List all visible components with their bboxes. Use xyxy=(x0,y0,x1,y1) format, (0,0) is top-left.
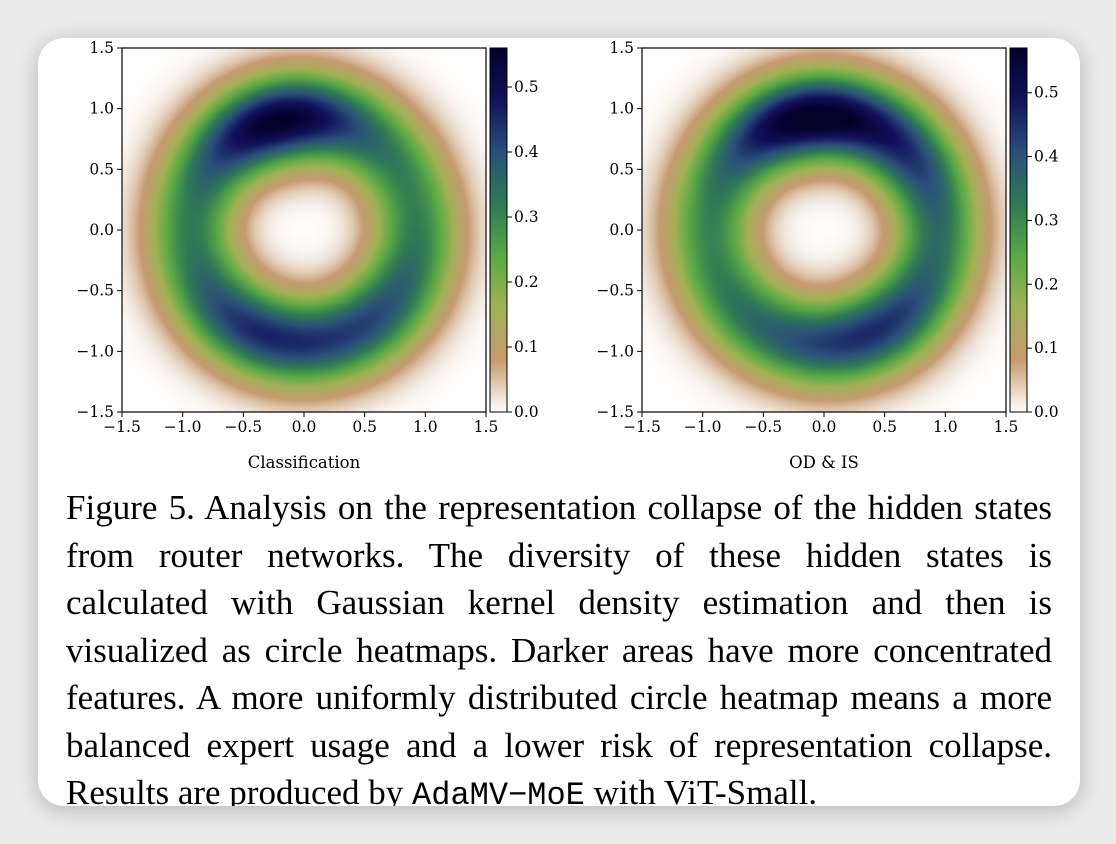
colorbar-tick-label: 0.1 xyxy=(1034,339,1058,357)
colorbar-tick-label: 0.4 xyxy=(514,143,538,161)
x-tick-label: −1.0 xyxy=(684,418,722,436)
y-tick-label: −1.0 xyxy=(596,342,634,360)
y-tick-label: 1.5 xyxy=(609,39,634,57)
x-tick-label: 0.0 xyxy=(812,418,837,436)
y-tick-label: 0.0 xyxy=(89,221,114,239)
y-tick-label: 1.0 xyxy=(89,100,114,118)
heatmap-classification: −1.5 −1.0 −0.5 0.0 0.5 1.0 1.5 −1.5 −1.0 −0.5 0.0 0… xyxy=(76,39,538,472)
y-tick-label: 0.5 xyxy=(609,160,634,178)
x-tick-label: 0.0 xyxy=(292,418,317,436)
x-tick-label: −1.5 xyxy=(103,418,141,436)
x-tick-label: −1.0 xyxy=(164,418,202,436)
y-tick-label: −1.0 xyxy=(76,342,114,360)
caption-model-name: AdaMV−MoE xyxy=(412,777,585,806)
y-tick-label: 1.5 xyxy=(89,39,114,57)
x-tick-label: −0.5 xyxy=(745,418,783,436)
colorbar-tick-label: 0.2 xyxy=(1034,275,1058,293)
colorbar-tick-label: 0.4 xyxy=(1034,148,1058,166)
caption-figure-number: Figure 5. xyxy=(66,488,195,527)
x-axis-label: Classification xyxy=(248,453,361,472)
y-tick-label: −1.5 xyxy=(76,403,114,421)
x-tick-label: 1.5 xyxy=(474,418,499,436)
x-axis-label: OD & IS xyxy=(789,453,859,472)
y-tick-label: 0.5 xyxy=(89,160,114,178)
colorbar-tick-label: 0.1 xyxy=(514,338,538,356)
heatmap-image xyxy=(122,48,486,412)
figure-caption: Figure 5. Analysis on the representation… xyxy=(66,484,1052,806)
y-tick-label: −0.5 xyxy=(76,282,114,300)
y-tick-label: −1.5 xyxy=(596,403,634,421)
x-tick-label: 1.0 xyxy=(933,418,958,436)
caption-text: Analysis on the representation collapse … xyxy=(66,488,1052,806)
heatmap-od-is: −1.5 −1.0 −0.5 0.0 0.5 1.0 1.5 −1.5 −1.0 −0.5 0.0 0… xyxy=(596,39,1058,472)
colorbar xyxy=(489,47,508,413)
colorbar-tick-label: 0.0 xyxy=(1034,403,1058,421)
x-tick-label: 0.5 xyxy=(352,418,377,436)
colorbar-tick-label: 0.0 xyxy=(514,403,538,421)
x-tick-label: −0.5 xyxy=(225,418,263,436)
colorbar-tick-label: 0.3 xyxy=(1034,211,1058,229)
figure-card: −1.5 −1.0 −0.5 0.0 0.5 1.0 1.5 −1.5 −1.0 −0.5 0.0 0… xyxy=(38,38,1080,806)
y-tick-label: 1.0 xyxy=(609,100,634,118)
colorbar-tick-label: 0.5 xyxy=(1034,84,1058,102)
colorbar-tick-label: 0.3 xyxy=(514,208,538,226)
colorbar-tick-label: 0.5 xyxy=(514,78,538,96)
x-tick-label: 1.5 xyxy=(994,418,1019,436)
heatmap-image xyxy=(642,48,1006,412)
colorbar xyxy=(1009,47,1028,413)
colorbar-tick-label: 0.2 xyxy=(514,273,538,291)
x-tick-label: 1.0 xyxy=(413,418,438,436)
y-tick-label: 0.0 xyxy=(609,221,634,239)
caption-tail: with ViT-Small. xyxy=(593,773,818,806)
x-tick-label: 0.5 xyxy=(872,418,897,436)
y-tick-label: −0.5 xyxy=(596,282,634,300)
x-tick-label: −1.5 xyxy=(623,418,661,436)
